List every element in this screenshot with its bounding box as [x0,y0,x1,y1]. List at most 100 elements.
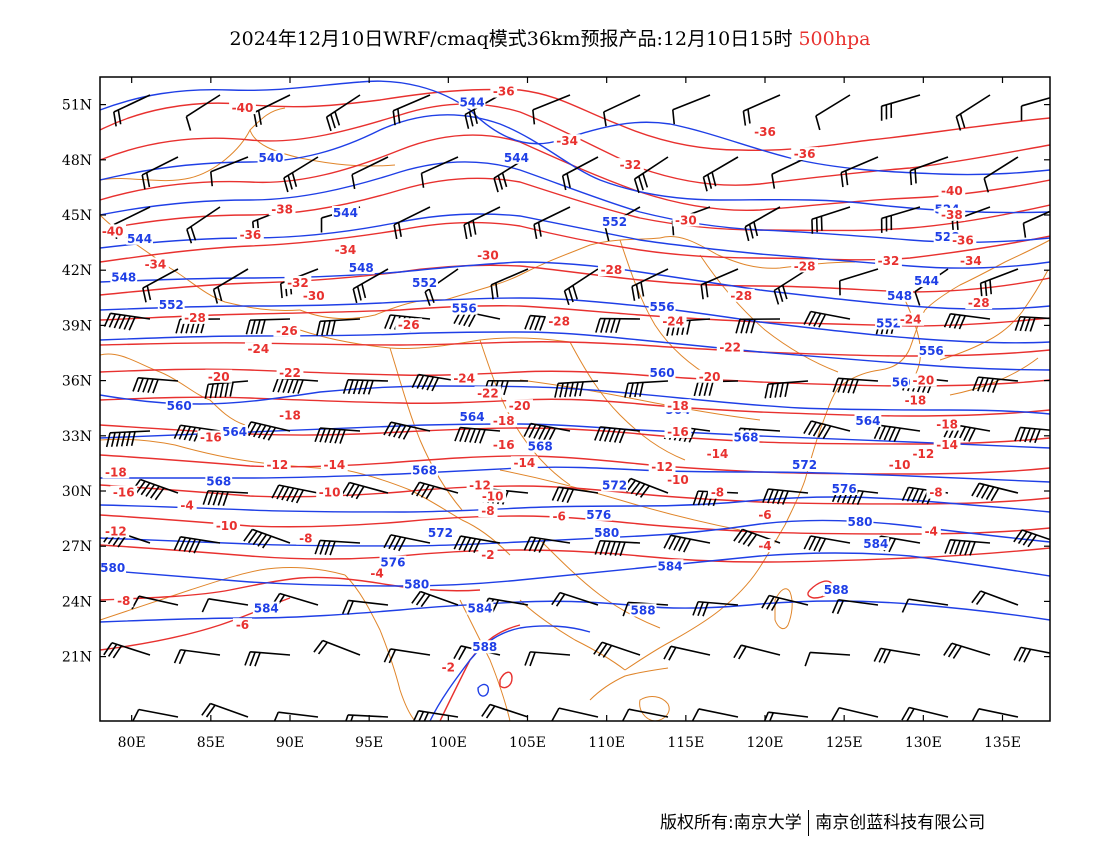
height-contour-label: 540 [258,151,283,165]
title-level: 500hpa [798,28,871,50]
temperature-contour-label: -10 [667,473,689,487]
temperature-contour [100,454,1050,475]
height-contour-label-bg [917,344,945,357]
temperature-contour-label: -26 [398,318,420,332]
wind-barb [524,651,571,667]
country-border [519,599,626,671]
height-contour-label: 564 [222,425,247,439]
wind-barb [325,94,361,132]
temperature-contour-label: -8 [117,594,130,608]
temperature-contour [499,671,513,689]
wind-barb-layer [103,94,1050,721]
wind-barb [272,377,319,394]
temperature-contour-label-bg [704,447,731,461]
temperature-contour-label-bg [938,207,966,221]
height-contour-label: 548 [887,289,912,303]
wind-barb [173,648,221,665]
temperature-contour-label: -40 [102,224,124,238]
wind-barb [551,486,599,503]
height-contour-label: 544 [460,96,485,110]
country-border [344,574,416,721]
wind-barb [764,380,809,399]
temperature-contour-label: -18 [493,414,515,428]
height-contour-label-bg [221,424,248,438]
wind-barb [831,706,879,721]
country-border [344,469,511,556]
temperature-contour-label: -28 [794,259,816,273]
wind-barb [212,268,249,304]
temperature-contour-label-bg [395,318,423,332]
wind-barb [141,156,179,190]
height-contour [100,297,1050,344]
temperature-contour-label-bg [909,447,937,461]
wind-barb [803,420,851,439]
temperature-contour-label-bg [664,424,692,438]
height-contour-label: 572 [792,458,817,472]
temperature-contour-label-bg [100,224,127,238]
wind-barb [532,94,571,125]
height-contour-label-bg [830,482,858,495]
height-contour-label: 560 [167,399,192,413]
lat-tick-label: 21N [62,650,92,666]
wind-barb [811,206,851,234]
height-contour-label-bg [526,439,554,453]
temperature-contour-label-bg [716,340,744,354]
temperature-contour-label: -20 [912,373,934,387]
temperature-contour-label: -30 [675,213,697,227]
height-contour [100,496,1050,513]
wind-barb [273,711,319,721]
country-border [100,353,246,426]
wind-barb [554,380,599,398]
wind-barb [971,590,1019,606]
height-contour-label-bg [332,206,359,219]
borders-coastline-layer [100,107,1050,721]
height-contour-label-bg [165,399,193,413]
wind-barb [341,599,389,615]
lat-tick-label: 51N [62,98,92,114]
temperature-contour-label-bg [957,253,985,267]
temperature-contour-label: -14 [707,447,729,461]
temperature-contour-label-bg [897,312,925,326]
height-contour-label-bg [450,301,478,315]
temperature-contour [100,424,1050,445]
temperature-contour-label-bg [237,228,264,242]
height-contour-label: 576 [380,556,405,570]
height-contour-label: 560 [650,366,675,380]
wind-barb [733,644,781,660]
wind-barb [342,378,389,395]
temperature-contour-label-bg [921,524,941,538]
temperature-contour-label: -10 [216,519,238,533]
height-contour-label: 588 [824,583,849,597]
wind-barb [412,709,459,721]
height-contour-label: 556 [452,302,477,316]
temperature-contour-label: -8 [299,532,312,546]
wind-barb [901,598,949,613]
wind-barb [243,528,291,549]
temperature-contour-label: -24 [247,342,269,356]
lon-tick-label: 85E [197,735,225,751]
temperature-contour-label-bg [478,504,498,518]
temperature-contour-label-bg [300,288,328,302]
temperature-contour-label-bg [181,310,209,324]
temperature-contour-label: -22 [719,340,741,354]
height-contour-label-bg [846,515,874,529]
temperature-contour-label: -40 [941,184,963,198]
temperature-contour-label: -36 [493,85,515,99]
temperature-contour-label-bg [320,458,348,472]
wind-barb [551,707,599,721]
lon-tick-label: 130E [905,735,942,751]
height-contour-label-bg [629,603,657,617]
wind-barb [411,481,459,500]
title-main: 2024年12月10日WRF/cmaq模式36km预报产品:12月10日15时 [229,28,793,50]
wind-barb [955,94,991,131]
temperature-contour-label: -6 [552,510,565,524]
height-contour-label-bg [593,526,621,540]
temperature-contour-label: -28 [548,315,570,329]
temperature-contour-label: -28 [968,296,990,310]
province-border [699,254,839,373]
lon-tick-label: 80E [118,735,146,751]
height-contour-label-bg [791,458,818,472]
temperature-contour-label: -28 [184,311,206,325]
height-contour-label: 572 [602,478,627,492]
lon-tick-label: 120E [747,735,784,751]
